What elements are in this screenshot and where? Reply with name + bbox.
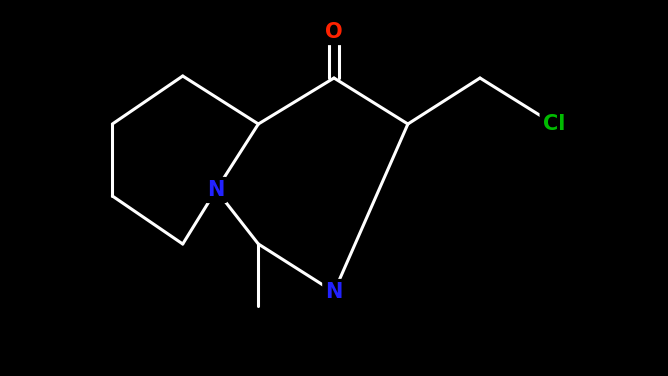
Text: O: O xyxy=(325,22,343,42)
Text: N: N xyxy=(325,282,343,302)
Text: Cl: Cl xyxy=(542,114,565,134)
Text: N: N xyxy=(208,180,225,200)
